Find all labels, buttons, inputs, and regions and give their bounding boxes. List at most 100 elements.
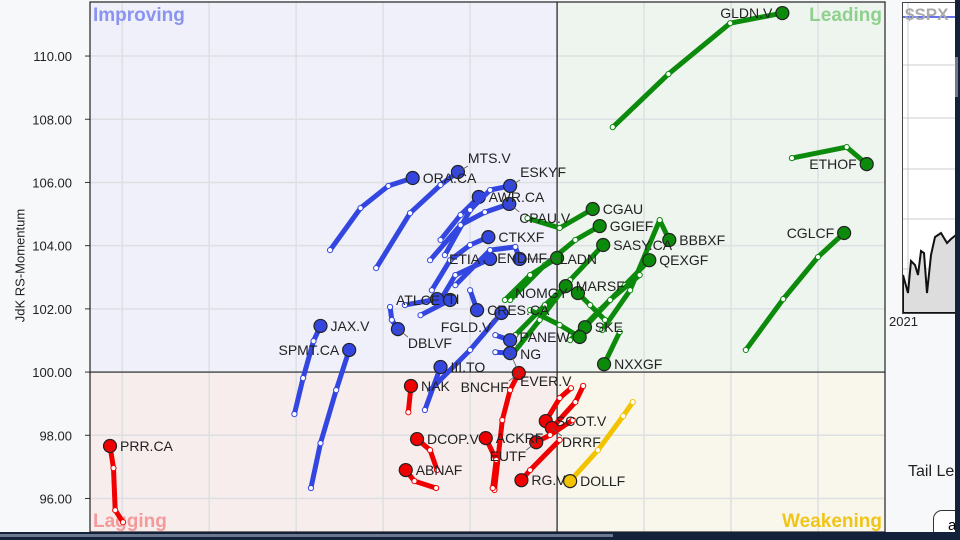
series-label: BNCHF <box>461 379 509 395</box>
tail-point <box>616 328 623 336</box>
head-point[interactable] <box>398 462 413 478</box>
head-point[interactable] <box>570 285 586 301</box>
tail-point <box>317 440 324 447</box>
head-point[interactable] <box>596 237 611 253</box>
tail-length-label: Tail Le <box>908 463 955 480</box>
series-label: ETIA <box>449 251 481 267</box>
tail-point <box>665 70 672 78</box>
head-point[interactable] <box>481 230 496 245</box>
head-point[interactable] <box>405 170 420 186</box>
series-gldn-v <box>609 5 790 131</box>
label-leader-line <box>491 312 502 322</box>
leader-lines-layer <box>397 165 563 451</box>
y-tick-label: 96.00 <box>39 491 72 506</box>
series-dcop-v <box>409 431 441 474</box>
series-cpau-v <box>426 196 517 264</box>
tail-point <box>572 399 579 406</box>
series-label: ATLCE <box>396 292 440 308</box>
vertical-scrollbar-thumb[interactable] <box>955 57 958 97</box>
series-label: CGAU <box>603 201 643 217</box>
head-point[interactable] <box>403 378 419 394</box>
quadrant-label-lagging: Lagging <box>93 511 167 532</box>
series-mts-v <box>373 164 466 272</box>
series-label: CRES.CA <box>487 302 550 318</box>
tail-line <box>429 234 491 293</box>
head-point[interactable] <box>572 329 587 345</box>
head-point[interactable] <box>409 431 425 447</box>
head-point[interactable] <box>469 303 485 318</box>
tail-point <box>507 386 514 394</box>
benchmark-price-line <box>903 3 956 313</box>
series-label: CGLCF <box>787 225 834 241</box>
head-point[interactable] <box>596 357 612 372</box>
head-point[interactable] <box>859 157 874 172</box>
benchmark-mini-chart: $SPX <box>902 2 957 314</box>
series-nomgy <box>570 285 609 324</box>
tail-point <box>388 316 395 324</box>
tail-point <box>307 484 315 492</box>
series-abnaf <box>398 462 440 492</box>
head-point[interactable] <box>775 5 790 21</box>
tail-point <box>727 20 734 27</box>
tail-line <box>567 399 636 484</box>
tail-line <box>610 10 785 130</box>
head-point[interactable] <box>642 253 657 268</box>
rrg-chart: 96.00 98.00 100.00 102.00 104.00 106.00 108.00… <box>32 1 886 533</box>
series-label: ETHOF <box>809 156 856 172</box>
label-leader-line <box>509 339 521 349</box>
tail-line <box>291 323 323 417</box>
head-point[interactable] <box>478 431 493 446</box>
head-point[interactable] <box>592 218 607 234</box>
head-point[interactable] <box>514 473 529 488</box>
series-rg-v <box>514 436 563 488</box>
y-tick-label: 106.00 <box>32 175 72 190</box>
tail-point <box>112 507 119 514</box>
head-point[interactable] <box>102 438 118 454</box>
head-point[interactable] <box>585 201 600 217</box>
y-tick-label: 98.00 <box>39 428 72 443</box>
series-label: MTS.V <box>468 150 511 166</box>
horizontal-scrollbar-thumb[interactable] <box>0 534 613 537</box>
tail-point <box>742 346 749 354</box>
tail-point <box>814 253 822 261</box>
tail-point <box>567 385 575 392</box>
series-label: NAK <box>421 378 450 394</box>
series-cgau <box>524 201 600 232</box>
head-point[interactable] <box>837 225 852 241</box>
series-label: DCOP.V <box>427 431 480 447</box>
tail-point <box>406 210 414 217</box>
series-label: NG <box>520 346 541 362</box>
series-ctkxf <box>428 230 496 294</box>
series-label: MARSF <box>576 278 625 294</box>
series-atlce <box>417 292 458 319</box>
tail-point <box>417 312 424 319</box>
series-label: BBBXF <box>679 232 725 248</box>
head-point[interactable] <box>558 279 573 294</box>
head-point[interactable] <box>342 342 357 358</box>
head-point[interactable] <box>433 359 448 375</box>
series-label: CTKXF <box>498 229 544 245</box>
tail-point <box>567 337 574 344</box>
tail-point <box>426 447 434 454</box>
series-label: CPAU.V <box>519 210 571 226</box>
series-label: EVER.V <box>520 373 572 389</box>
tail-point <box>441 252 448 259</box>
head-point[interactable] <box>662 232 677 248</box>
y-tick-label: 108.00 <box>32 112 72 127</box>
y-tick-label: 102.00 <box>32 302 72 317</box>
head-point[interactable] <box>549 250 565 266</box>
head-point[interactable] <box>563 474 578 489</box>
tail-point <box>607 296 614 304</box>
tail-point <box>556 394 563 402</box>
tail-line <box>427 201 512 263</box>
head-point[interactable] <box>313 318 328 334</box>
series-ethof <box>788 143 874 172</box>
tail-point <box>594 447 602 454</box>
series-marsf <box>512 279 573 339</box>
label-leader-line <box>509 179 521 187</box>
series-ackrf <box>478 431 500 492</box>
head-point[interactable] <box>442 292 458 308</box>
tail-point <box>541 301 549 309</box>
label-leader-line <box>509 352 521 376</box>
vertical-scrollbar[interactable] <box>955 0 960 540</box>
